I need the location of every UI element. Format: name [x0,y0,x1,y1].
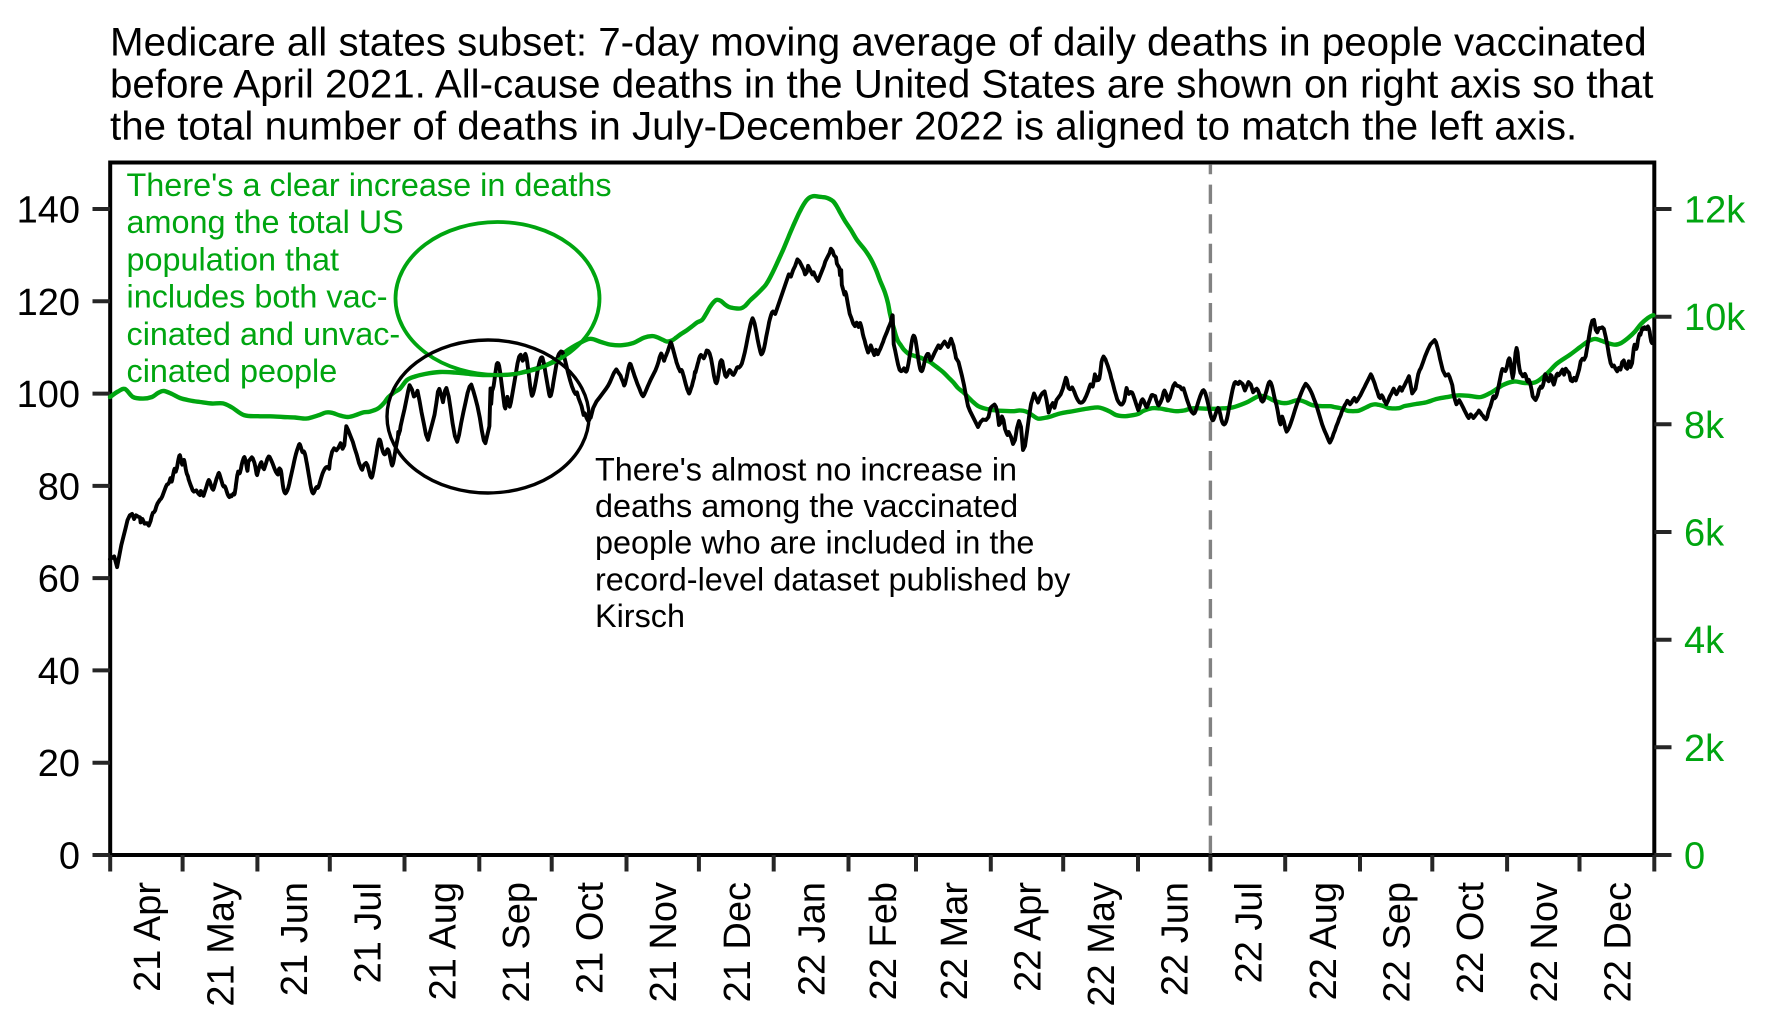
svg-text:21 Nov: 21 Nov [643,882,685,1002]
svg-text:10k: 10k [1684,297,1746,339]
svg-text:the total number of deaths in: the total number of deaths in July-Decem… [110,104,1577,149]
svg-text:Medicare all states subset: 7-: Medicare all states subset: 7-day moving… [110,20,1647,65]
svg-text:record-level dataset published: record-level dataset published by [595,561,1071,597]
svg-text:12k: 12k [1684,190,1746,232]
svg-text:22 Jan: 22 Jan [792,882,834,996]
svg-text:21 Jul: 21 Jul [348,882,390,983]
svg-text:There's almost no increase in: There's almost no increase in [595,452,1017,488]
svg-text:deaths among the vaccinated: deaths among the vaccinated [595,488,1018,524]
svg-text:22 Sep: 22 Sep [1377,882,1419,1002]
svg-text:among the total US: among the total US [127,204,404,240]
svg-text:20: 20 [38,743,80,785]
svg-text:21 Dec: 21 Dec [717,882,759,1002]
svg-text:22 Aug: 22 Aug [1303,882,1345,1000]
svg-text:22 Oct: 22 Oct [1450,882,1492,994]
svg-text:22 Jun: 22 Jun [1155,882,1197,996]
svg-text:21 May: 21 May [201,882,243,1007]
svg-text:80: 80 [38,466,80,508]
svg-text:before April 2021. All-cause d: before April 2021. All-cause deaths in t… [110,62,1653,107]
svg-text:140: 140 [17,190,80,232]
svg-text:8k: 8k [1684,405,1725,447]
svg-text:There's a clear increase in de: There's a clear increase in deaths [127,167,612,203]
svg-text:21 Aug: 21 Aug [422,882,464,1000]
svg-text:population that: population that [127,241,340,277]
svg-text:22 Jul: 22 Jul [1228,882,1270,983]
svg-text:22 Nov: 22 Nov [1524,882,1566,1002]
svg-text:0: 0 [59,836,80,878]
svg-text:people who are included in the: people who are included in the [595,525,1034,561]
svg-text:22 Apr: 22 Apr [1008,882,1050,992]
svg-text:2k: 2k [1684,728,1725,770]
svg-text:22 Feb: 22 Feb [863,882,905,1000]
svg-text:120: 120 [17,282,80,324]
svg-text:100: 100 [17,374,80,416]
svg-text:0: 0 [1684,836,1705,878]
svg-text:6k: 6k [1684,513,1725,555]
svg-text:40: 40 [38,651,80,693]
svg-text:21 Sep: 21 Sep [496,882,538,1002]
svg-text:Kirsch: Kirsch [595,598,685,634]
svg-text:22 Dec: 22 Dec [1597,882,1639,1002]
svg-text:cinated people: cinated people [127,353,338,389]
svg-text:21 Jun: 21 Jun [274,882,316,996]
svg-text:22 May: 22 May [1081,882,1123,1007]
svg-text:22 Mar: 22 Mar [934,882,976,1001]
svg-text:cinated and unvac-: cinated and unvac- [127,316,401,352]
svg-text:21 Oct: 21 Oct [570,882,612,994]
svg-text:4k: 4k [1684,620,1725,662]
svg-text:60: 60 [38,559,80,601]
svg-text:includes both vac-: includes both vac- [127,279,388,315]
svg-text:21 Apr: 21 Apr [127,882,169,992]
